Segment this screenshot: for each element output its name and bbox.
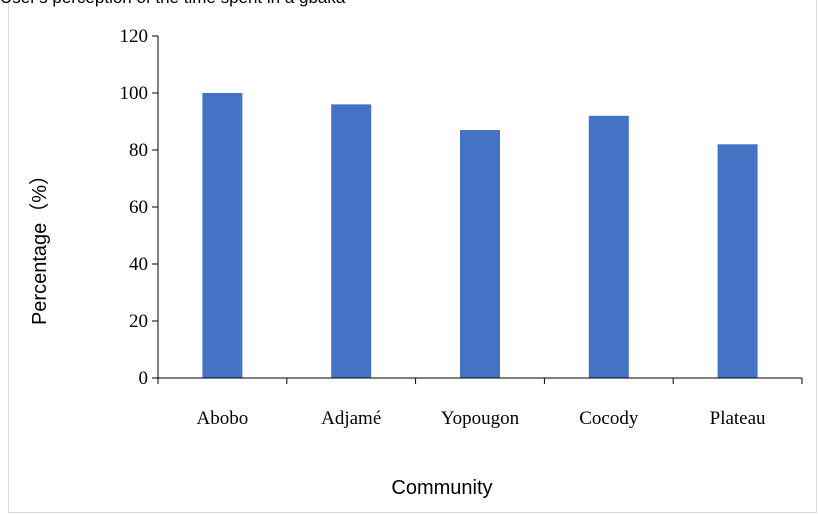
x-category-label: Adjamé [321,408,381,429]
bar-plateau [717,144,758,378]
bar-yopougon [460,130,500,378]
x-category-label: Yopougon [441,408,520,429]
x-ticks-group: Abobo Adjamé Yopougon Cocody Plateau [157,378,803,429]
x-category-label: Plateau [710,408,766,429]
y-tick-label: 20 [129,311,148,332]
x-category-label: Cocody [579,408,639,429]
bar-adjam [331,104,372,379]
y-tick-label: 40 [129,254,148,275]
y-tick-label: 60 [129,197,148,218]
bars-group [202,93,758,379]
y-tick-label: 0 [139,368,149,389]
y-axis-title: Percentage（%） [28,165,51,325]
y-tick-label: 120 [120,26,149,47]
y-tick-label: 80 [129,140,148,161]
bar-abobo [202,93,243,378]
y-tick-label: 100 [120,83,149,104]
chart-caption: User's perception of the time spent in a… [0,0,818,10]
bar-cocody [588,115,629,379]
x-axis-title: Community [391,477,492,499]
x-category-label: Abobo [197,408,249,429]
chart-frame [8,0,817,513]
y-ticks-group: 0 20 40 60 80 100 120 [120,26,158,389]
